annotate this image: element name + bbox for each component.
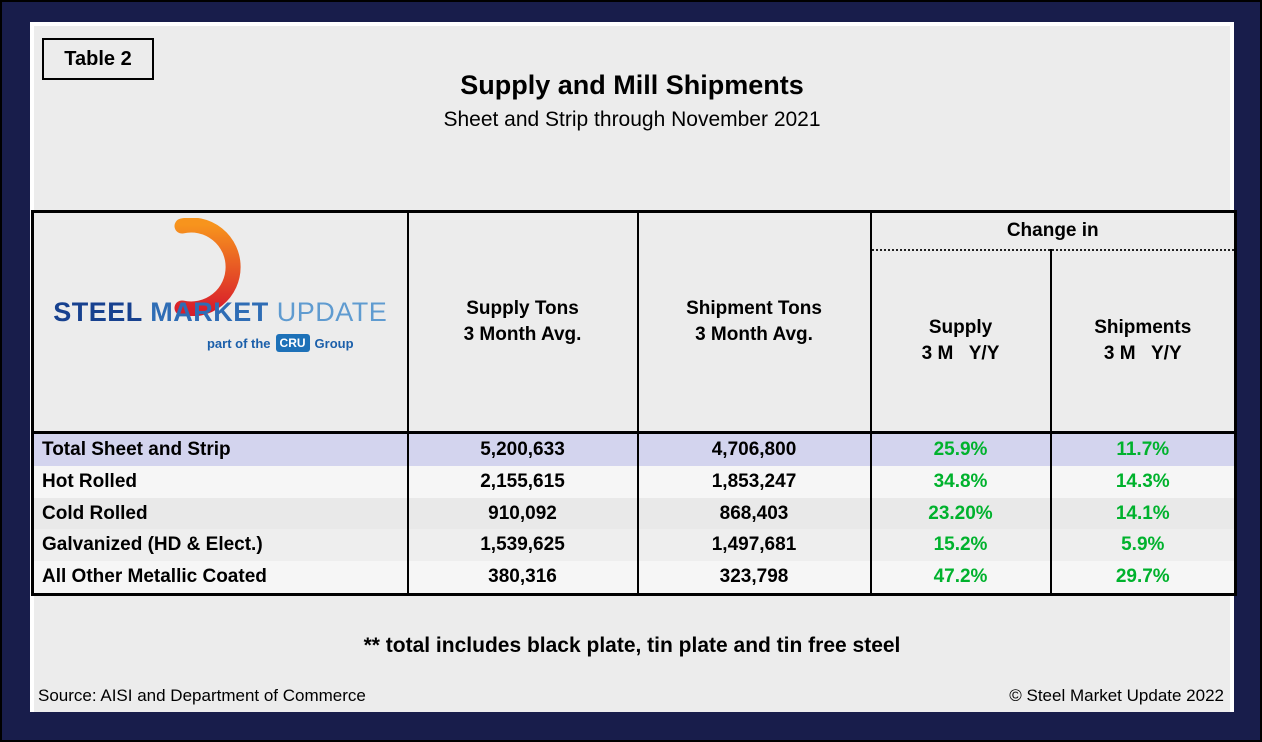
- row-label: All Other Metallic Coated: [32, 560, 408, 595]
- logo-wordmark: STEEL MARKET UPDATE: [53, 294, 387, 330]
- logo-subline: part of the CRU Group: [206, 334, 354, 353]
- table-row-total-sheet-and-strip: Total Sheet and Strip 5,200,633 4,706,80…: [32, 432, 1236, 467]
- logo-text-steel: STEEL: [53, 296, 143, 327]
- change-shipments-value: 29.7%: [1049, 560, 1236, 595]
- report-panel: Table 2 Supply and Mill Shipments Sheet …: [30, 22, 1237, 712]
- change-supply-value: 15.2%: [869, 529, 1051, 561]
- row-label: Cold Rolled: [32, 497, 408, 530]
- page-subtitle: Sheet and Strip through November 2021: [443, 108, 821, 131]
- change-supply-value: 23.20%: [869, 497, 1051, 530]
- logo-part-of-the: part of the: [206, 335, 271, 351]
- table-row-hot-rolled: Hot Rolled 2,155,615 1,853,247 34.8% 14.…: [32, 466, 1236, 498]
- page-title: Supply and Mill Shipments: [460, 70, 804, 100]
- change-shipments-value: 5.9%: [1049, 529, 1236, 561]
- change-shipments-value: 14.3%: [1049, 466, 1236, 498]
- shipments-value: 4,706,800: [636, 432, 871, 467]
- shipments-value: 868,403: [636, 497, 871, 530]
- table-row-all-other-metallic-coated: All Other Metallic Coated 380,316 323,79…: [32, 560, 1236, 595]
- logo-crescent-icon: [174, 218, 241, 316]
- header-row-sub: Supply 3 M Y/Y Shipments 3 M Y/Y: [33, 250, 1236, 435]
- table-footnote: ** total includes black plate, tin plate…: [363, 634, 901, 657]
- table-row-galvanized: Galvanized (HD & Elect.) 1,539,625 1,497…: [32, 529, 1236, 561]
- table-number-label: Table 2: [64, 47, 132, 70]
- logo-text-market: MARKET: [150, 296, 269, 327]
- supply-value: 2,155,615: [406, 466, 638, 498]
- column-header-supply-tons: Supply Tons 3 Month Avg.: [406, 211, 638, 435]
- supply-value: 910,092: [406, 497, 638, 530]
- column-header-change-shipments: Shipments 3 M Y/Y: [1049, 250, 1236, 435]
- copyright-note: © Steel Market Update 2022: [1009, 686, 1224, 705]
- change-shipments-value: 14.1%: [1049, 497, 1236, 530]
- table-number-box: Table 2: [42, 38, 154, 80]
- supply-value: 380,316: [406, 560, 638, 595]
- shipments-value: 1,853,247: [636, 466, 871, 498]
- change-supply-value: 34.8%: [869, 466, 1051, 498]
- logo-group: Group: [314, 335, 354, 351]
- supply-value: 5,200,633: [406, 432, 638, 467]
- column-header-change-in: Change in: [869, 211, 1236, 251]
- change-supply-value: 47.2%: [869, 560, 1051, 595]
- column-header-shipment-tons: Shipment Tons 3 Month Avg.: [636, 211, 871, 435]
- row-label: Hot Rolled: [32, 466, 408, 498]
- logo-text-update: UPDATE: [276, 296, 388, 327]
- source-note: Source: AISI and Department of Commerce: [38, 686, 366, 705]
- shipments-value: 323,798: [636, 560, 871, 595]
- change-shipments-value: 11.7%: [1049, 432, 1236, 467]
- header-row-top: STEEL MARKET UPDATE part of the CRU Grou…: [32, 211, 1236, 435]
- logo-cell: STEEL MARKET UPDATE part of the CRU Grou…: [32, 211, 408, 435]
- supply-shipments-table: STEEL MARKET UPDATE part of the CRU Grou…: [31, 210, 1237, 596]
- bottom-row: Source: AISI and Department of Commerce …: [38, 686, 1224, 706]
- cru-badge: CRU: [275, 334, 310, 353]
- change-supply-value: 25.9%: [869, 432, 1051, 467]
- shipments-value: 1,497,681: [636, 529, 871, 561]
- row-label: Galvanized (HD & Elect.): [32, 529, 408, 561]
- supply-value: 1,539,625: [406, 529, 638, 561]
- steel-market-update-logo: STEEL MARKET UPDATE part of the CRU Grou…: [34, 213, 407, 431]
- column-header-change-supply: Supply 3 M Y/Y: [869, 250, 1051, 435]
- row-label: Total Sheet and Strip: [32, 432, 408, 467]
- table-row-cold-rolled: Cold Rolled 910,092 868,403 23.20% 14.1%: [32, 497, 1236, 530]
